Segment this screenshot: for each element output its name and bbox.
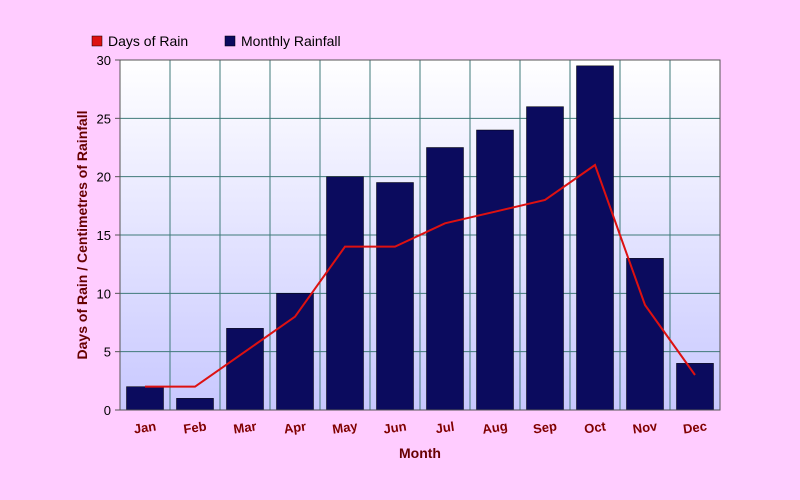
x-tick-label-mar: Mar	[232, 418, 257, 436]
y-tick-label: 10	[97, 286, 111, 301]
x-tick-label-may: May	[331, 418, 359, 436]
bar-sep	[526, 106, 564, 411]
bar-dec	[676, 363, 714, 411]
bar-apr	[276, 293, 314, 411]
y-tick-label: 5	[104, 345, 111, 360]
x-tick-label-jun: Jun	[382, 418, 407, 436]
y-axis-title: Days of Rain / Centimetres of Rainfall	[74, 111, 90, 360]
y-tick-label: 20	[97, 170, 111, 185]
bar-aug	[476, 129, 514, 411]
x-tick-label-apr: Apr	[283, 419, 307, 437]
x-tick-label-oct: Oct	[583, 418, 607, 436]
bar-oct	[576, 65, 614, 411]
bar-jun	[376, 182, 414, 411]
y-tick-label: 15	[97, 228, 111, 243]
legend-label-monthly-rainfall: Monthly Rainfall	[241, 33, 341, 49]
bar-nov	[626, 258, 664, 411]
x-tick-label-dec: Dec	[682, 418, 708, 436]
y-tick-label: 0	[104, 403, 111, 418]
bar-jul	[426, 147, 464, 411]
days-of-rain-line	[145, 163, 696, 388]
x-axis-ticks: Jan Feb Mar Apr May Jun Jul Aug Sep Oct Nov Dec	[133, 418, 708, 436]
y-tick-label: 25	[97, 111, 111, 126]
x-tick-label-nov: Nov	[632, 418, 659, 436]
bar-feb	[176, 398, 214, 411]
x-tick-label-jul: Jul	[435, 419, 456, 436]
legend: Days of Rain Monthly Rainfall	[91, 33, 341, 49]
y-axis-ticks: 0 5 10 15 20 25 30	[97, 53, 120, 418]
legend-swatch-days-of-rain	[91, 35, 103, 47]
x-tick-label-aug: Aug	[481, 418, 508, 436]
x-axis-title: Month	[399, 445, 441, 461]
x-tick-label-feb: Feb	[182, 418, 207, 436]
y-tick-label: 30	[97, 53, 111, 68]
bar-jan	[126, 386, 164, 411]
x-tick-label-sep: Sep	[532, 418, 558, 436]
x-tick-label-jan: Jan	[133, 419, 157, 437]
bars	[126, 65, 714, 411]
legend-swatch-monthly-rainfall	[224, 35, 236, 47]
bar-may	[326, 176, 364, 411]
legend-label-days-of-rain: Days of Rain	[108, 33, 188, 49]
bar-mar	[226, 328, 264, 411]
